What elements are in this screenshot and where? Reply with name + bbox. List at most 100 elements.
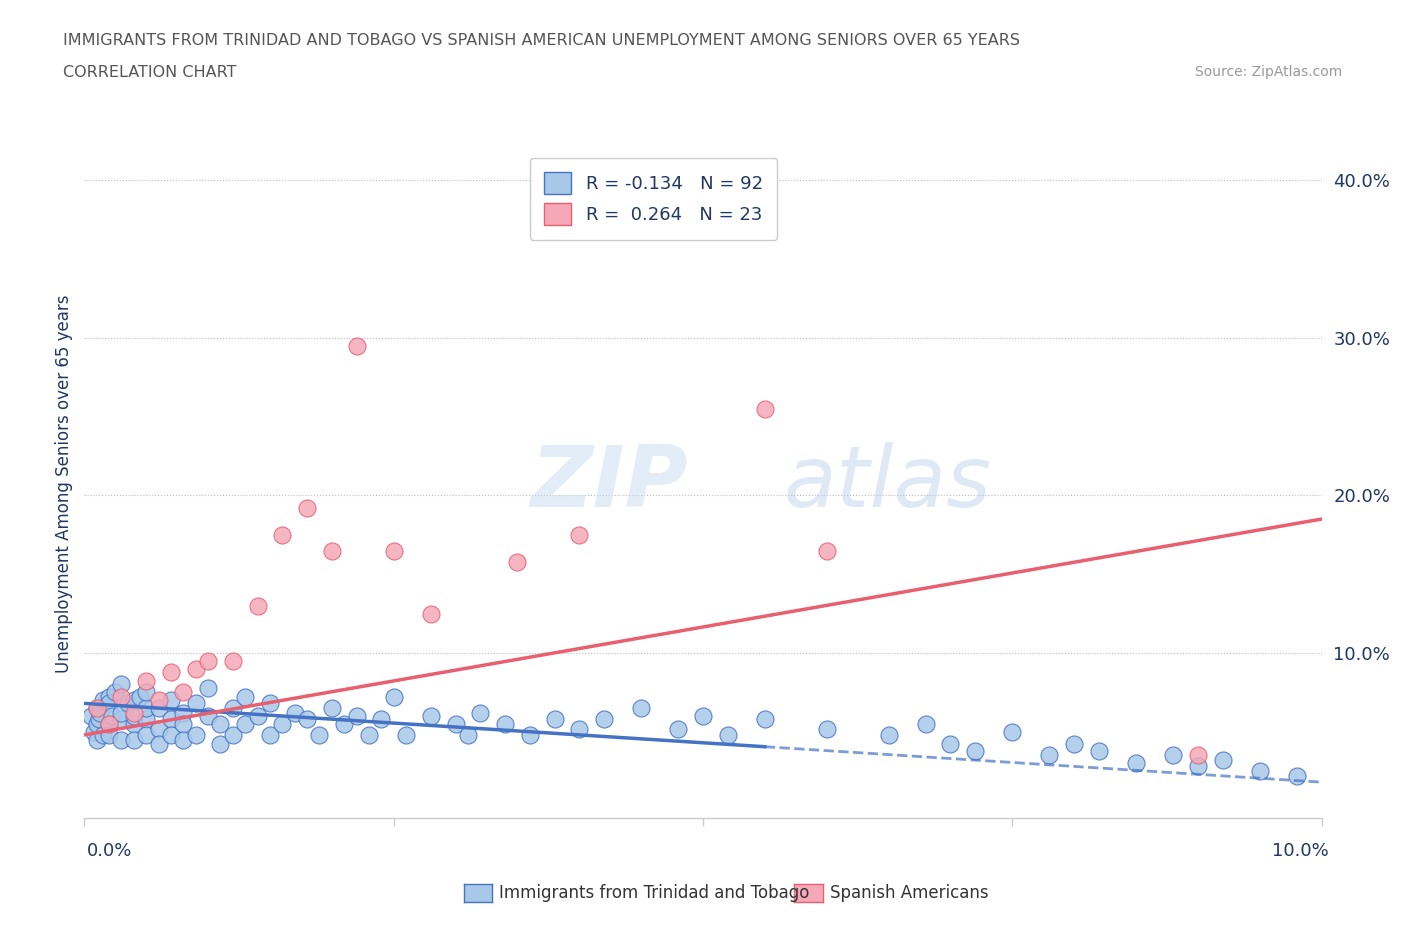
Point	[1088, 743, 1111, 758]
Point	[382, 690, 405, 705]
Point	[104, 684, 127, 699]
Point	[692, 709, 714, 724]
Point	[1063, 737, 1085, 751]
Point	[1249, 764, 1271, 778]
Text: Spanish Americans: Spanish Americans	[830, 884, 988, 902]
Point	[160, 664, 183, 679]
Point	[543, 711, 565, 726]
Point	[86, 700, 108, 715]
Point	[470, 705, 492, 720]
Point	[89, 711, 111, 726]
Point	[209, 716, 232, 731]
Point	[98, 690, 121, 705]
Point	[346, 709, 368, 724]
Point	[89, 705, 111, 720]
Point	[117, 696, 139, 711]
Point	[494, 716, 516, 731]
Point	[135, 684, 157, 699]
Point	[86, 700, 108, 715]
Point	[184, 661, 207, 676]
Point	[259, 727, 281, 742]
Point	[197, 654, 219, 669]
Point	[519, 727, 541, 742]
Point	[754, 402, 776, 417]
Point	[754, 711, 776, 726]
Point	[877, 727, 900, 742]
Point	[148, 737, 170, 751]
Point	[1001, 724, 1024, 739]
Point	[209, 737, 232, 751]
Point	[79, 709, 101, 724]
Point	[91, 727, 114, 742]
Point	[593, 711, 616, 726]
Point	[233, 716, 256, 731]
Point	[160, 727, 183, 742]
Point	[135, 700, 157, 715]
Point	[1038, 748, 1060, 763]
Point	[222, 654, 245, 669]
Point	[110, 711, 132, 726]
Text: CORRELATION CHART: CORRELATION CHART	[63, 65, 236, 80]
Point	[259, 696, 281, 711]
Point	[98, 716, 121, 731]
Point	[457, 727, 479, 742]
Point	[86, 732, 108, 747]
Point	[160, 711, 183, 726]
Text: Source: ZipAtlas.com: Source: ZipAtlas.com	[1195, 65, 1343, 79]
Point	[110, 677, 132, 692]
Point	[197, 680, 219, 695]
Text: 10.0%: 10.0%	[1272, 842, 1329, 859]
Point	[382, 543, 405, 558]
Point	[98, 716, 121, 731]
Point	[222, 700, 245, 715]
Point	[246, 709, 269, 724]
Point	[122, 732, 145, 747]
Point	[91, 693, 114, 708]
Point	[222, 727, 245, 742]
Point	[135, 727, 157, 742]
Point	[233, 690, 256, 705]
Point	[100, 709, 122, 724]
Point	[666, 721, 689, 736]
Point	[1125, 756, 1147, 771]
Point	[1161, 748, 1184, 763]
Point	[295, 500, 318, 515]
Point	[122, 693, 145, 708]
Point	[148, 700, 170, 715]
Point	[815, 543, 838, 558]
Text: 0.0%: 0.0%	[87, 842, 132, 859]
Point	[370, 711, 392, 726]
Point	[122, 705, 145, 720]
Point	[357, 727, 380, 742]
Point	[172, 716, 194, 731]
Point	[284, 705, 307, 720]
Point	[129, 690, 152, 705]
Point	[1285, 768, 1308, 783]
Point	[184, 696, 207, 711]
Point	[321, 543, 343, 558]
Point	[321, 700, 343, 715]
Point	[148, 721, 170, 736]
Point	[295, 711, 318, 726]
Point	[815, 721, 838, 736]
Text: atlas: atlas	[783, 442, 991, 525]
Point	[86, 716, 108, 731]
Point	[148, 693, 170, 708]
Point	[965, 743, 987, 758]
Point	[110, 690, 132, 705]
Text: Immigrants from Trinidad and Tobago: Immigrants from Trinidad and Tobago	[499, 884, 810, 902]
Point	[308, 727, 330, 742]
Point	[83, 724, 105, 739]
Point	[444, 716, 467, 731]
Legend: R = -0.134   N = 92, R =  0.264   N = 23: R = -0.134 N = 92, R = 0.264 N = 23	[530, 158, 778, 240]
Point	[568, 527, 591, 542]
Point	[1212, 752, 1234, 767]
Point	[271, 716, 294, 731]
Text: ZIP: ZIP	[530, 442, 688, 525]
Point	[914, 716, 936, 731]
Point	[246, 598, 269, 613]
Point	[506, 554, 529, 569]
Point	[568, 721, 591, 736]
Point	[135, 674, 157, 689]
Point	[184, 727, 207, 742]
